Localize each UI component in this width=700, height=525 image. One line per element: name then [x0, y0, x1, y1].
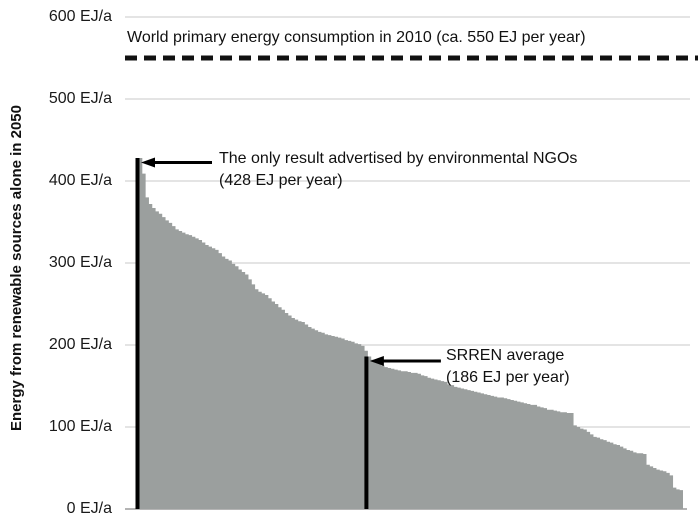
- annotation-ngo: The only result advertised by environmen…: [219, 148, 577, 192]
- y-axis-title: Energy from renewable sources alone in 2…: [8, 105, 25, 431]
- y-tick-label-500: 500 EJ/a: [48, 90, 112, 107]
- y-tick-label-300: 300 EJ/a: [48, 254, 112, 271]
- reference-line-label: World primary energy consumption in 2010…: [127, 29, 586, 46]
- annotation-srren-line1: SRREN average: [446, 347, 565, 364]
- y-tick-label-0: 0 EJ/a: [66, 500, 112, 517]
- annotation-ngo-line2: (428 EJ per year): [219, 172, 343, 189]
- y-tick-label-400: 400 EJ/a: [48, 172, 112, 189]
- y-tick-label-600: 600 EJ/a: [48, 8, 112, 25]
- y-tick-label-100: 100 EJ/a: [48, 418, 112, 435]
- marker-line-srren: [364, 356, 369, 509]
- scenario-area: [139, 158, 683, 510]
- arrow-head-srren: [369, 355, 384, 366]
- annotation-ngo-line1: The only result advertised by environmen…: [219, 150, 578, 167]
- arrow-head-ngo: [141, 157, 155, 168]
- annotation-srren: SRREN average (186 EJ per year): [446, 345, 570, 389]
- marker-line-ngo: [135, 158, 140, 509]
- y-tick-label-200: 200 EJ/a: [48, 336, 112, 353]
- annotation-srren-line2: (186 EJ per year): [446, 369, 570, 386]
